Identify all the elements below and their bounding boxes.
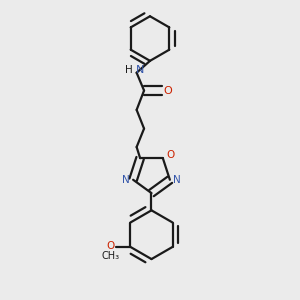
Text: N: N [136, 65, 144, 75]
Text: H: H [125, 65, 133, 75]
Text: O: O [166, 150, 174, 160]
Text: O: O [164, 85, 172, 96]
Text: O: O [106, 241, 114, 251]
Text: N: N [173, 175, 181, 185]
Text: CH₃: CH₃ [101, 251, 119, 261]
Text: N: N [122, 175, 130, 185]
